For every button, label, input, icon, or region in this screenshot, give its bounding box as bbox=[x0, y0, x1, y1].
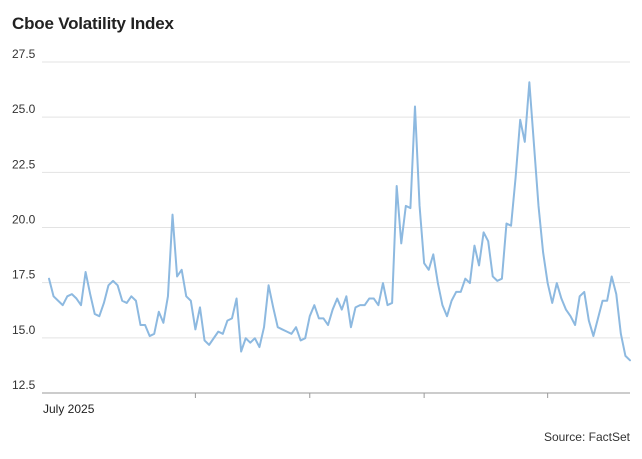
y-tick-label: 15.0 bbox=[12, 323, 36, 337]
source-note: Source: FactSet bbox=[543, 430, 630, 444]
chart-title: Cboe Volatility Index bbox=[12, 14, 174, 33]
vix-series-line bbox=[48, 81, 631, 362]
x-tick-label: July 2025 bbox=[43, 402, 95, 416]
gridlines bbox=[42, 61, 630, 394]
y-tick-label: 25.0 bbox=[12, 102, 36, 116]
y-tick-label: 12.5 bbox=[12, 378, 36, 392]
y-tick-label: 17.5 bbox=[12, 268, 36, 282]
y-tick-label: 20.0 bbox=[12, 213, 36, 227]
y-tick-label: 22.5 bbox=[12, 157, 36, 171]
y-axis-tick-labels: 27.5 25.0 22.5 20.0 17.5 15.0 12.5 bbox=[12, 47, 36, 392]
y-tick-label: 27.5 bbox=[12, 47, 36, 61]
series-group bbox=[48, 81, 631, 362]
x-axis: July 2025Dec. bbox=[43, 393, 549, 416]
